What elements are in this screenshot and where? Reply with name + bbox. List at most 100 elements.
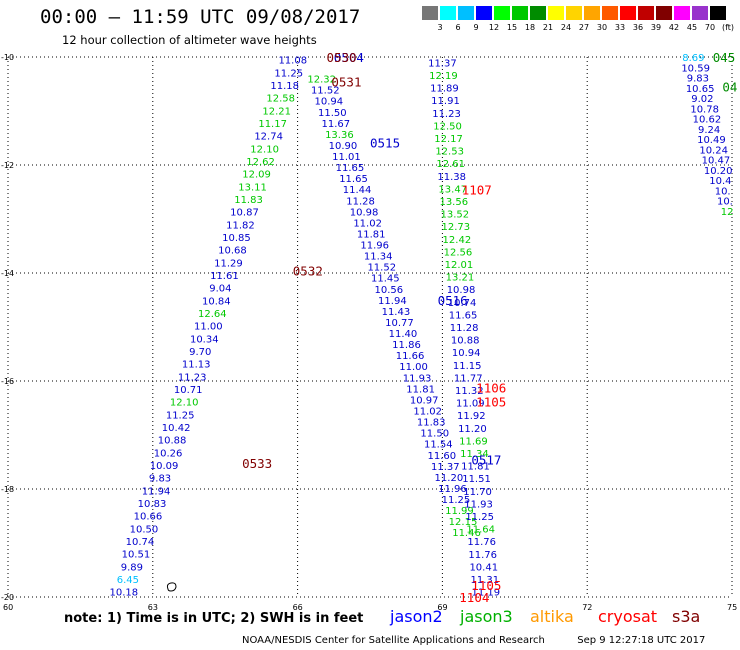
wave-height-value: 11.38	[437, 172, 466, 183]
scale-label: 3	[437, 23, 443, 32]
wave-height-value: 13.52	[440, 210, 469, 221]
wave-height-value: 11.09	[456, 399, 485, 410]
footer-credit: NOAA/NESDIS Center for Satellite Applica…	[242, 635, 705, 646]
scale-swatch	[674, 6, 690, 20]
scale-swatch	[548, 6, 564, 20]
scale-label: 36	[632, 23, 644, 32]
legend-s3a: s3a	[672, 607, 701, 626]
wave-height-value: 9.02	[691, 94, 713, 105]
wave-height-value: 11.70	[463, 487, 492, 498]
wave-height-value: 10.59	[681, 63, 710, 74]
wave-height-value: 12.61	[436, 159, 465, 170]
wave-height-value: 10.85	[222, 233, 251, 244]
wave-height-value: 10.24	[699, 145, 728, 156]
wave-height-value: 11.32	[455, 386, 484, 397]
wave-height-value: 10.34	[190, 334, 219, 345]
wave-height-value: 10.42	[162, 423, 191, 434]
wave-height-value: 11.23	[178, 372, 207, 383]
wave-height-value: 11.81	[357, 229, 386, 240]
wave-height-value: 10.98	[350, 207, 379, 218]
scale-label: 6	[455, 23, 461, 32]
pass-label: 0517	[471, 452, 501, 467]
lat-tick-label: -10	[1, 53, 14, 62]
wave-height-value: 11.25	[166, 410, 195, 421]
wave-height-value: 11.65	[449, 310, 478, 321]
scale-swatch	[458, 6, 474, 20]
wave-height-value: 11.37	[428, 58, 457, 69]
wave-height-value: 11.13	[182, 360, 211, 371]
wave-height-value: 13.36	[325, 130, 354, 141]
wave-height-value: 11.00	[399, 362, 428, 373]
wave-height-value: 11.93	[403, 373, 432, 384]
wave-height-value: 10.74	[126, 537, 155, 548]
scale-label: 70	[704, 23, 716, 32]
page-subtitle: 12 hour collection of altimeter wave hei…	[62, 33, 317, 47]
wave-height-value: 11.08	[278, 56, 307, 67]
scale-label: 9	[473, 23, 479, 32]
wave-height-value: 10.	[715, 186, 731, 197]
scale-swatch	[710, 6, 726, 20]
wave-height-value: 10.66	[134, 512, 163, 523]
scale-swatch	[584, 6, 600, 20]
wave-height-value: 11.43	[382, 307, 411, 318]
wave-height-value: 10.62	[693, 115, 722, 126]
wave-height-value: 11.25	[465, 512, 494, 523]
wave-height-value: 11.93	[464, 499, 493, 510]
scale-swatch	[656, 6, 672, 20]
wave-height-value: 10.68	[218, 246, 247, 257]
wave-height-value: 9.89	[121, 562, 143, 573]
wave-height-value: 10.	[717, 197, 733, 208]
wave-height-value: 9.70	[189, 347, 211, 358]
wave-height-value: 11.94	[378, 296, 407, 307]
wave-height-value: 11.17	[258, 119, 287, 130]
wave-height-value: 11.19	[472, 588, 501, 599]
wave-height-value: 10.20	[704, 166, 733, 177]
wave-height-value: 11.77	[454, 373, 483, 384]
pass-label: 04	[722, 80, 737, 95]
footer-note: note: 1) Time is in UTC; 2) SWH is in fe…	[64, 611, 364, 626]
wave-height-value: 12.17	[434, 134, 463, 145]
wave-height-value: 12.73	[442, 222, 471, 233]
wave-height-value: 12.56	[444, 247, 473, 258]
wave-height-value: 9.83	[687, 74, 709, 85]
wave-height-value: 11.50	[420, 429, 449, 440]
wave-height-value: 11.20	[458, 424, 487, 435]
wave-height-value: 12.62	[246, 157, 275, 168]
scale-label: 15	[506, 23, 518, 32]
wave-height-value: 11.54	[424, 440, 453, 451]
wave-height-value: 10.83	[138, 499, 167, 510]
wave-height-value: 10.74	[448, 298, 477, 309]
legend-altika: altika	[530, 607, 574, 626]
wave-height-value: 9.83	[149, 474, 171, 485]
wave-height-value: 10.98	[447, 285, 476, 296]
wave-height-value: 10.47	[702, 156, 731, 167]
wave-height-value: 11.92	[457, 411, 486, 422]
wave-height-value: 11.89	[430, 84, 459, 95]
wave-height-value: 6.45	[117, 575, 139, 586]
scale-label: 24	[560, 23, 572, 32]
wave-height-value: 10.18	[110, 588, 139, 599]
lat-tick-label: -14	[1, 269, 14, 278]
lat-tick-label: -16	[1, 377, 14, 386]
scale-swatch	[512, 6, 528, 20]
wave-height-value: 10.77	[385, 318, 414, 329]
wave-height-value: 9.04	[209, 284, 231, 295]
wave-height-value: 11.52	[367, 263, 396, 274]
wave-height-value: 9.24	[698, 125, 720, 136]
scale-swatch	[638, 6, 654, 20]
wave-height-value: 11.65	[339, 174, 368, 185]
wave-height-value: 12.15	[449, 517, 478, 528]
wave-height-value: 10.4	[709, 176, 731, 187]
wave-height-value: 11.83	[417, 418, 446, 429]
scale-swatch	[602, 6, 618, 20]
wave-height-value: 11.28	[450, 323, 479, 334]
scale-swatch	[620, 6, 636, 20]
wave-height-value: 11.02	[413, 407, 442, 418]
scale-label: 45	[686, 23, 698, 32]
wave-height-value: 11.81	[406, 384, 435, 395]
scale-swatch	[440, 6, 456, 20]
wave-height-value: 11.34	[460, 449, 489, 460]
wave-height-value: 12.74	[254, 132, 283, 143]
